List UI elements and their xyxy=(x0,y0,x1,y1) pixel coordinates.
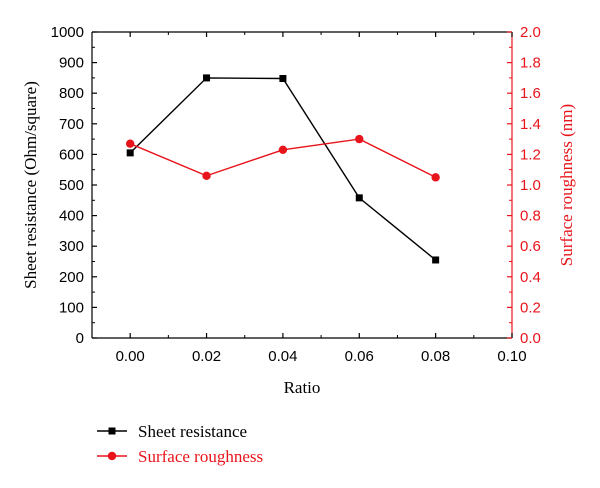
left-y-tick-label: 100 xyxy=(59,299,84,316)
left-y-tick-label: 400 xyxy=(59,208,84,225)
series-line xyxy=(129,77,437,261)
legend-marker xyxy=(107,451,117,461)
left-y-tick-label: 200 xyxy=(59,269,84,286)
right-y-tick-label: 0.2 xyxy=(520,299,541,316)
right-y-tick-label: 1.2 xyxy=(520,146,541,163)
data-point xyxy=(279,75,287,83)
right-y-tick-label: 0.6 xyxy=(520,238,541,255)
data-point xyxy=(125,139,135,148)
x-tick-label: 0.08 xyxy=(421,348,450,365)
legend-label: Sheet resistance xyxy=(138,422,247,441)
data-point xyxy=(203,74,211,82)
x-tick-label: 0.02 xyxy=(192,348,221,365)
left-y-tick-label: 500 xyxy=(59,177,84,194)
legend-label: Surface roughness xyxy=(138,447,263,466)
legend: Sheet resistance Surface roughness xyxy=(97,422,263,466)
x-tick-label: 0.10 xyxy=(497,348,526,365)
left-y-tick-label: 1000 xyxy=(51,24,84,41)
x-tick-label: 0.00 xyxy=(116,348,145,365)
data-point xyxy=(431,173,440,182)
legend-item: Sheet resistance xyxy=(97,422,247,441)
left-y-tick-label: 600 xyxy=(59,146,84,163)
right-y-tick-label: 1.8 xyxy=(520,55,541,72)
axis-ticks: 0.00 0.02 0.04 0.06 0.08 0.10 0 100 200 300 400 500… xyxy=(51,24,541,365)
right-y-tick-label: 1.4 xyxy=(520,116,541,133)
right-y-tick-label: 1.6 xyxy=(520,85,541,102)
series-layer xyxy=(125,74,440,264)
data-point xyxy=(278,145,288,155)
left-y-tick-label: 0 xyxy=(76,330,84,347)
data-point xyxy=(355,194,363,202)
x-tick-label: 0.04 xyxy=(268,348,297,365)
left-y-axis-title: Sheet resistance (Ohm/square) xyxy=(21,81,40,289)
data-point xyxy=(202,171,211,181)
right-y-tick-label: 0.0 xyxy=(520,330,541,347)
left-y-tick-label: 800 xyxy=(59,85,84,102)
series-2 xyxy=(125,134,440,182)
left-y-tick-label: 700 xyxy=(59,116,84,133)
data-point xyxy=(126,149,134,157)
series-1 xyxy=(126,74,440,264)
right-y-axis-title: Surface roughness (nm) xyxy=(557,104,576,266)
right-y-tick-label: 0.8 xyxy=(520,208,541,225)
right-y-tick-label: 1.0 xyxy=(520,177,541,194)
legend-item: Surface roughness xyxy=(97,447,263,466)
data-point xyxy=(355,134,364,144)
legend-marker xyxy=(108,427,116,435)
right-y-tick-label: 0.4 xyxy=(520,269,541,286)
left-y-tick-label: 300 xyxy=(59,238,84,255)
plot-frame xyxy=(91,31,513,339)
right-y-tick-label: 2.0 xyxy=(520,24,541,41)
x-tick-label: 0.06 xyxy=(345,348,374,365)
left-y-tick-label: 900 xyxy=(59,55,84,72)
data-point xyxy=(432,256,440,264)
series-line xyxy=(129,138,436,178)
x-axis-title: Ratio xyxy=(284,378,321,397)
